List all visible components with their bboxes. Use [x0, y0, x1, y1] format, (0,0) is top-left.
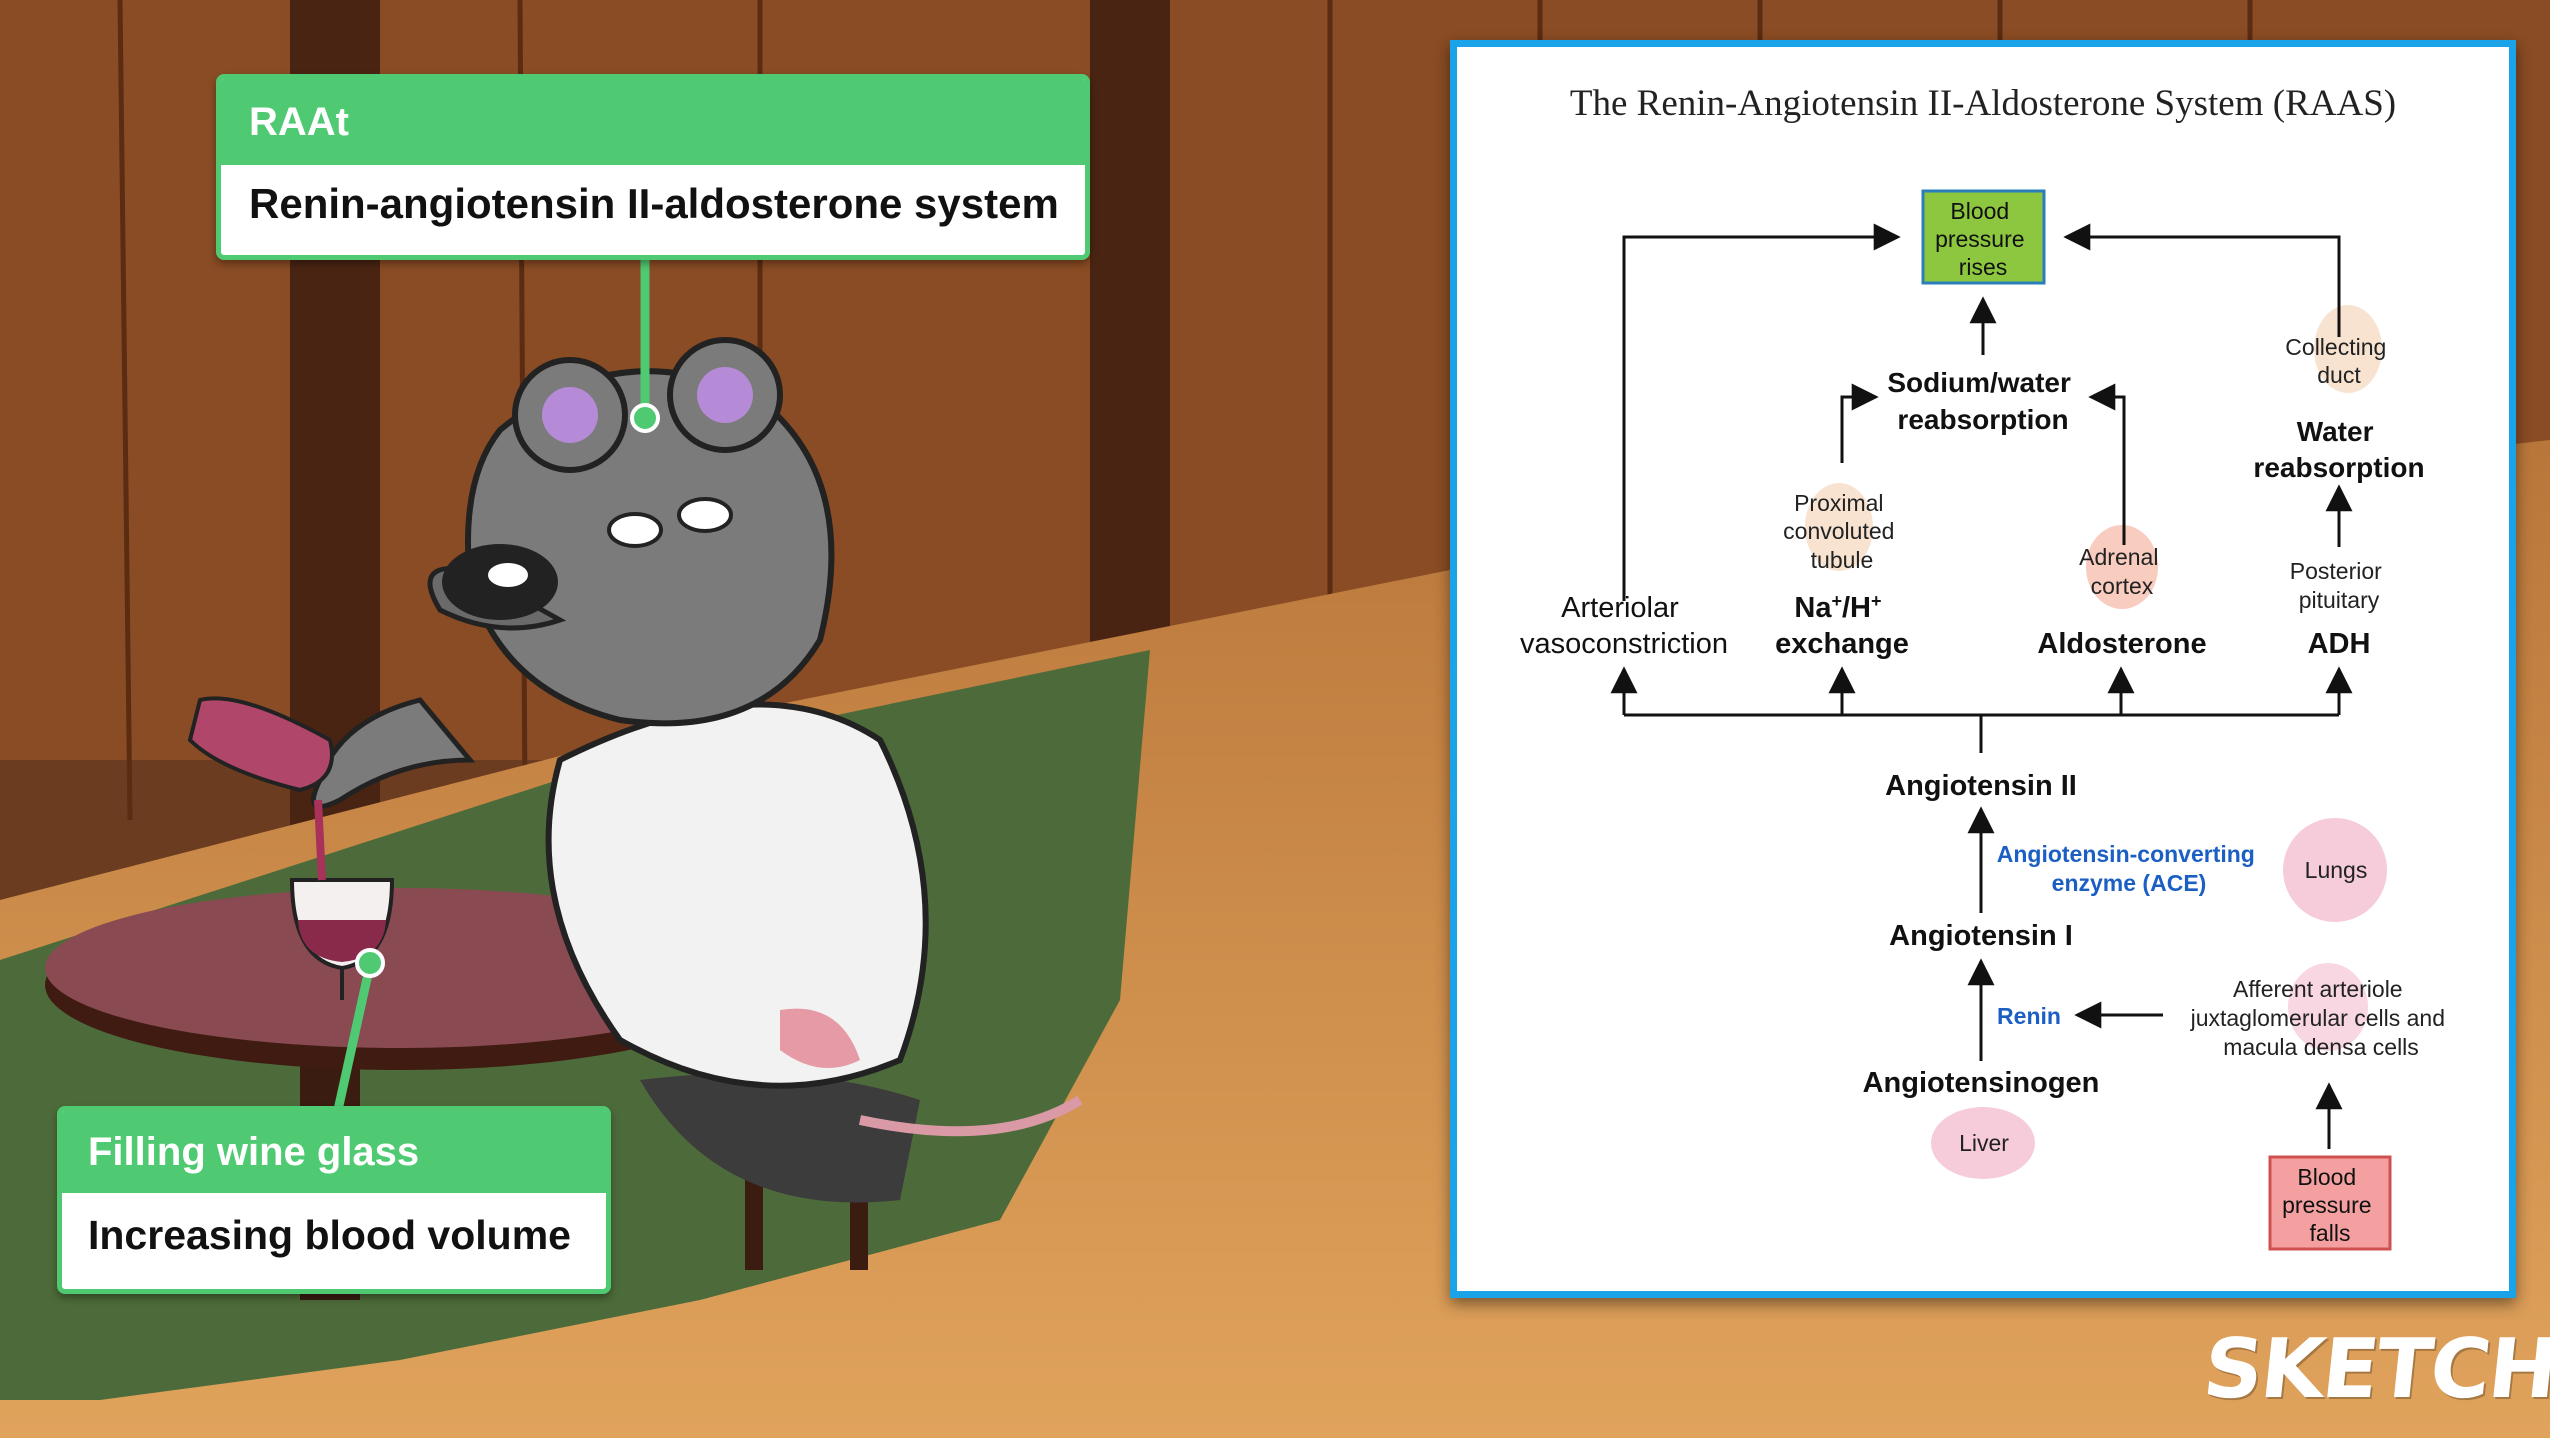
- sodium-water-reabsorption-label: Sodium/water reabsorption: [1887, 367, 2078, 435]
- callout-wine-glass: Filling wine glass Increasing blood volu…: [57, 1106, 611, 1294]
- aldosterone-label: Aldosterone: [2037, 628, 2206, 660]
- bp-rises-box: [1921, 189, 2046, 285]
- callout-anchor-dot: [355, 948, 385, 978]
- adrenal-gland-icon: [2086, 525, 2158, 609]
- adh-label: ADH: [2308, 628, 2371, 660]
- wall-post: [1090, 0, 1170, 650]
- bp-falls-box: [2268, 1155, 2392, 1251]
- bp-falls-label: Blood pressure falls: [2282, 1164, 2378, 1246]
- sketchy-logo: SKETCHY: [2199, 1322, 2550, 1417]
- diagram-title: The Renin-Angiotensin II-Aldosterone Sys…: [1570, 83, 2396, 124]
- callout-connectors: [333, 250, 650, 1111]
- renin-label: Renin: [1997, 1003, 2061, 1029]
- angiotensin-i-label: Angiotensin I: [1889, 920, 2073, 952]
- proximal-tubule-label: Proximal convoluted tubule: [1783, 490, 1901, 573]
- raas-diagram: The Renin-Angiotensin II-Aldosterone Sys…: [1520, 83, 2452, 1251]
- angiotensin-ii-label: Angiotensin II: [1885, 770, 2077, 802]
- liver-icon: [1931, 1107, 2035, 1179]
- ace-label: Angiotensin-converting enzyme (ACE): [1997, 841, 2262, 896]
- callout-body: Increasing blood volume: [88, 1212, 571, 1258]
- rat-character: [187, 337, 1083, 1203]
- wine-bottle: [187, 696, 334, 793]
- collecting-duct-icon: [2314, 305, 2382, 393]
- lungs-icon: [2283, 818, 2387, 922]
- liver-label: Liver: [1959, 1130, 2009, 1156]
- adrenal-cortex-label: Adrenal cortex: [2079, 544, 2165, 599]
- arteriolar-vasoconstriction-label: Arteriolar vasoconstriction: [1520, 592, 1728, 660]
- water-reabsorption-label: Water reabsorption: [2253, 416, 2424, 483]
- kidney-tubule-icon: [1805, 483, 1873, 571]
- angiotensinogen-label: Angiotensinogen: [1863, 1067, 2100, 1099]
- kidney-icon: [2288, 963, 2368, 1051]
- callout-anchor-dot: [630, 403, 660, 433]
- afferent-arteriole-label: Afferent arteriole juxtaglomerular cells…: [2190, 976, 2452, 1060]
- raas-diagram-panel: The Renin-Angiotensin II-Aldosterone Sys…: [1450, 40, 2516, 1298]
- callout-header: Filling wine glass: [62, 1111, 606, 1193]
- collecting-duct-label: Collecting duct: [2285, 334, 2392, 388]
- posterior-pituitary-label: Posterior pituitary: [2290, 558, 2388, 613]
- bp-rises-label: Blood pressure rises: [1935, 198, 2031, 280]
- callout-header: RAAt: [221, 79, 1085, 165]
- na-h-exchange-label: Na+/H+ exchange: [1775, 582, 1909, 660]
- lungs-label: Lungs: [2305, 857, 2368, 883]
- callout-raat: RAAt Renin-angiotensin II-aldosterone sy…: [216, 74, 1090, 260]
- callout-body: Renin-angiotensin II-aldosterone system: [249, 180, 1059, 227]
